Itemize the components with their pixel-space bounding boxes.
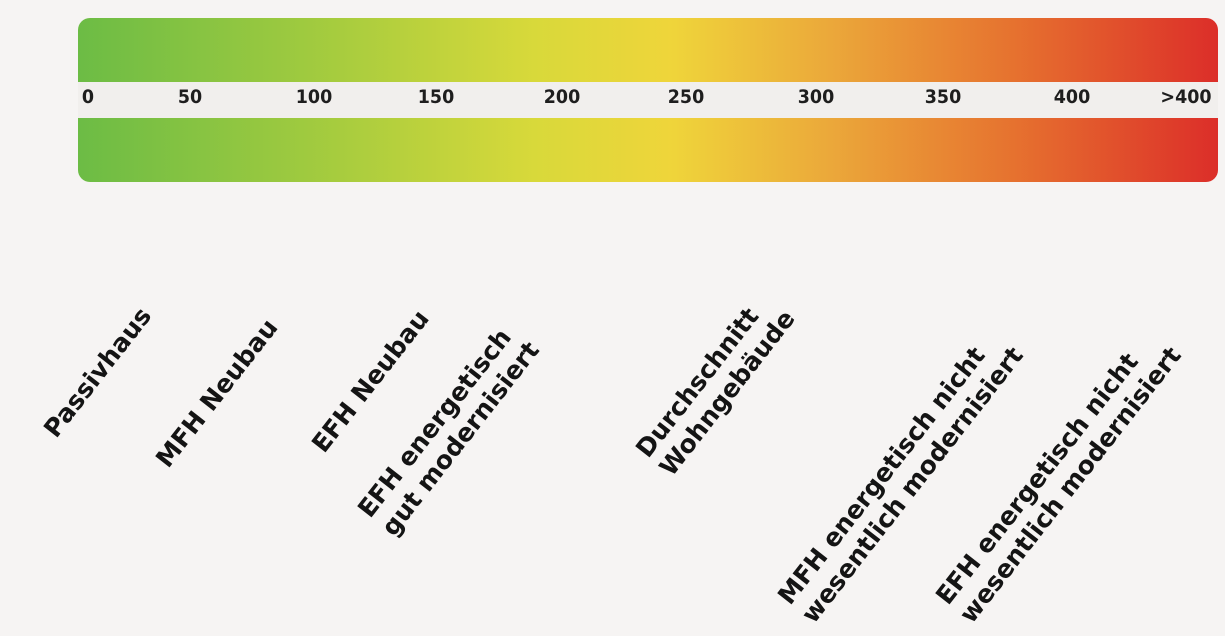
- tick-label: 400: [1053, 86, 1091, 108]
- category-label-line: Passivhaus: [38, 301, 158, 443]
- color-gradient-band-top: [78, 18, 1218, 82]
- category-label-durchschnitt-wohngebaeude: Durchschnitt Wohngebäude: [630, 286, 801, 482]
- tick-label: 150: [417, 86, 455, 108]
- tick-label: 300: [797, 86, 835, 108]
- category-label-line: MFH Neubau: [150, 313, 284, 473]
- tick-label: >400: [1160, 86, 1212, 108]
- tick-label: 200: [543, 86, 581, 108]
- tick-label: 100: [295, 86, 333, 108]
- color-gradient-band-bottom: [78, 118, 1218, 182]
- category-label-mfh-neubau: MFH Neubau: [150, 313, 284, 473]
- category-label-passivhaus: Passivhaus: [38, 302, 158, 444]
- tick-label-row: 0 50 100 150 200 250 300 350 400 >400: [78, 82, 1218, 118]
- tick-label: 0: [81, 86, 95, 108]
- tick-label: 250: [667, 86, 705, 108]
- tick-label: 50: [177, 86, 203, 108]
- energy-scale-bar: 0 50 100 150 200 250 300 350 400 >400: [78, 18, 1218, 182]
- tick-label: 350: [924, 86, 962, 108]
